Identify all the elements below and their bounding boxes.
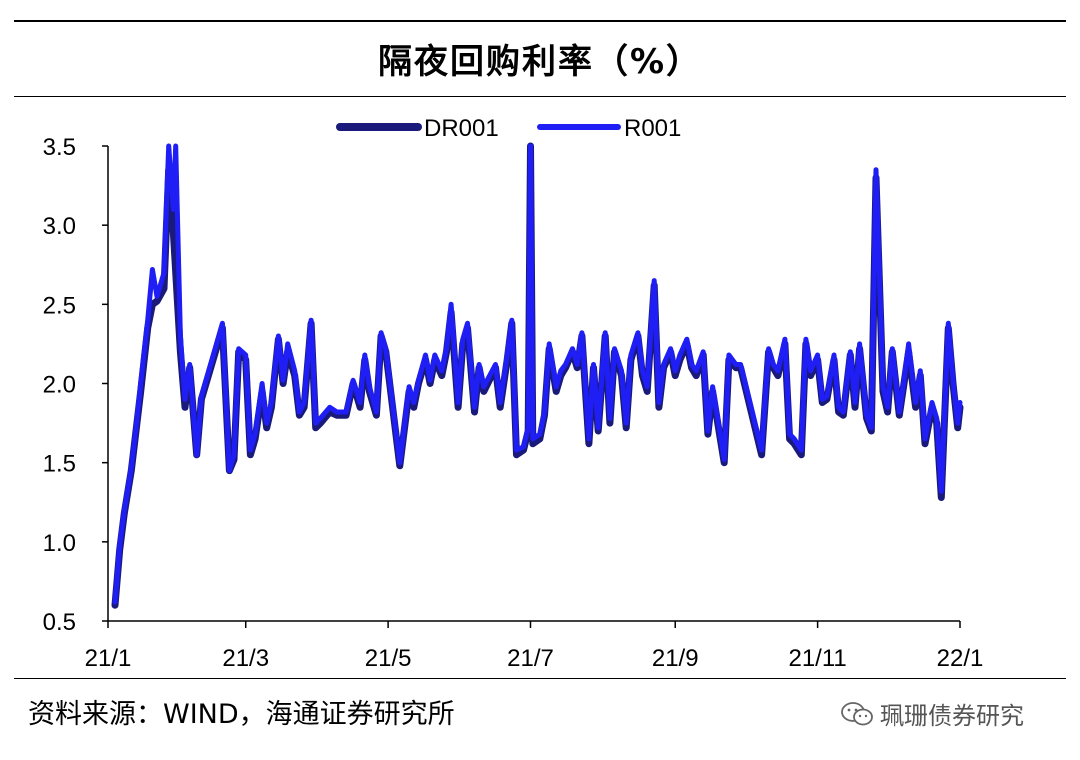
legend-item-r001: R001 bbox=[537, 115, 681, 142]
wechat-icon bbox=[841, 701, 873, 725]
chart-series bbox=[111, 142, 964, 609]
y-tick-label: 3.5 bbox=[43, 134, 76, 161]
y-tick-label: 3.0 bbox=[43, 213, 76, 240]
x-tick-label: 21/1 bbox=[85, 645, 132, 672]
x-tick-label: 21/3 bbox=[222, 645, 269, 672]
chart-title: 隔夜回购利率（%） bbox=[377, 42, 703, 82]
watermark-label: 珮珊债券研究 bbox=[880, 702, 1024, 730]
legend-label: R001 bbox=[624, 115, 681, 142]
legend-label: DR001 bbox=[424, 115, 499, 142]
watermark: 珮珊债券研究 bbox=[840, 696, 1024, 731]
y-tick-label: 2.5 bbox=[43, 292, 76, 319]
series-line-dr001 bbox=[111, 142, 964, 609]
x-tick-label: 21/5 bbox=[365, 645, 412, 672]
y-tick-label: 2.0 bbox=[43, 372, 76, 399]
chart-axes: 0.5 1.0 1.5 2.0 2.5 3.0 3.5 21/1 21/3 21/5 21/7 21/… bbox=[43, 134, 984, 672]
chart-legend: DR001 R001 bbox=[336, 115, 681, 142]
x-tick-label: 21/7 bbox=[507, 645, 554, 672]
x-tick-label: 21/9 bbox=[652, 645, 699, 672]
source-note: 资料来源：WIND，海通证券研究所 bbox=[28, 699, 455, 730]
series-line-r001 bbox=[112, 143, 963, 605]
y-tick-label: 1.5 bbox=[43, 451, 76, 478]
footer-rule bbox=[14, 678, 1066, 679]
legend-item-dr001: DR001 bbox=[336, 115, 499, 142]
line-chart: DR001 R001 0.5 1.0 1.5 2.0 2.5 3.0 3.5 21/1 21/3 2… bbox=[43, 115, 984, 672]
x-tick-label: 21/11 bbox=[788, 645, 846, 672]
x-tick-label: 22/1 bbox=[937, 645, 984, 672]
title-rule bbox=[14, 96, 1066, 97]
y-tick-label: 0.5 bbox=[43, 609, 76, 636]
top-rule bbox=[14, 20, 1066, 22]
y-tick-label: 1.0 bbox=[43, 530, 76, 557]
